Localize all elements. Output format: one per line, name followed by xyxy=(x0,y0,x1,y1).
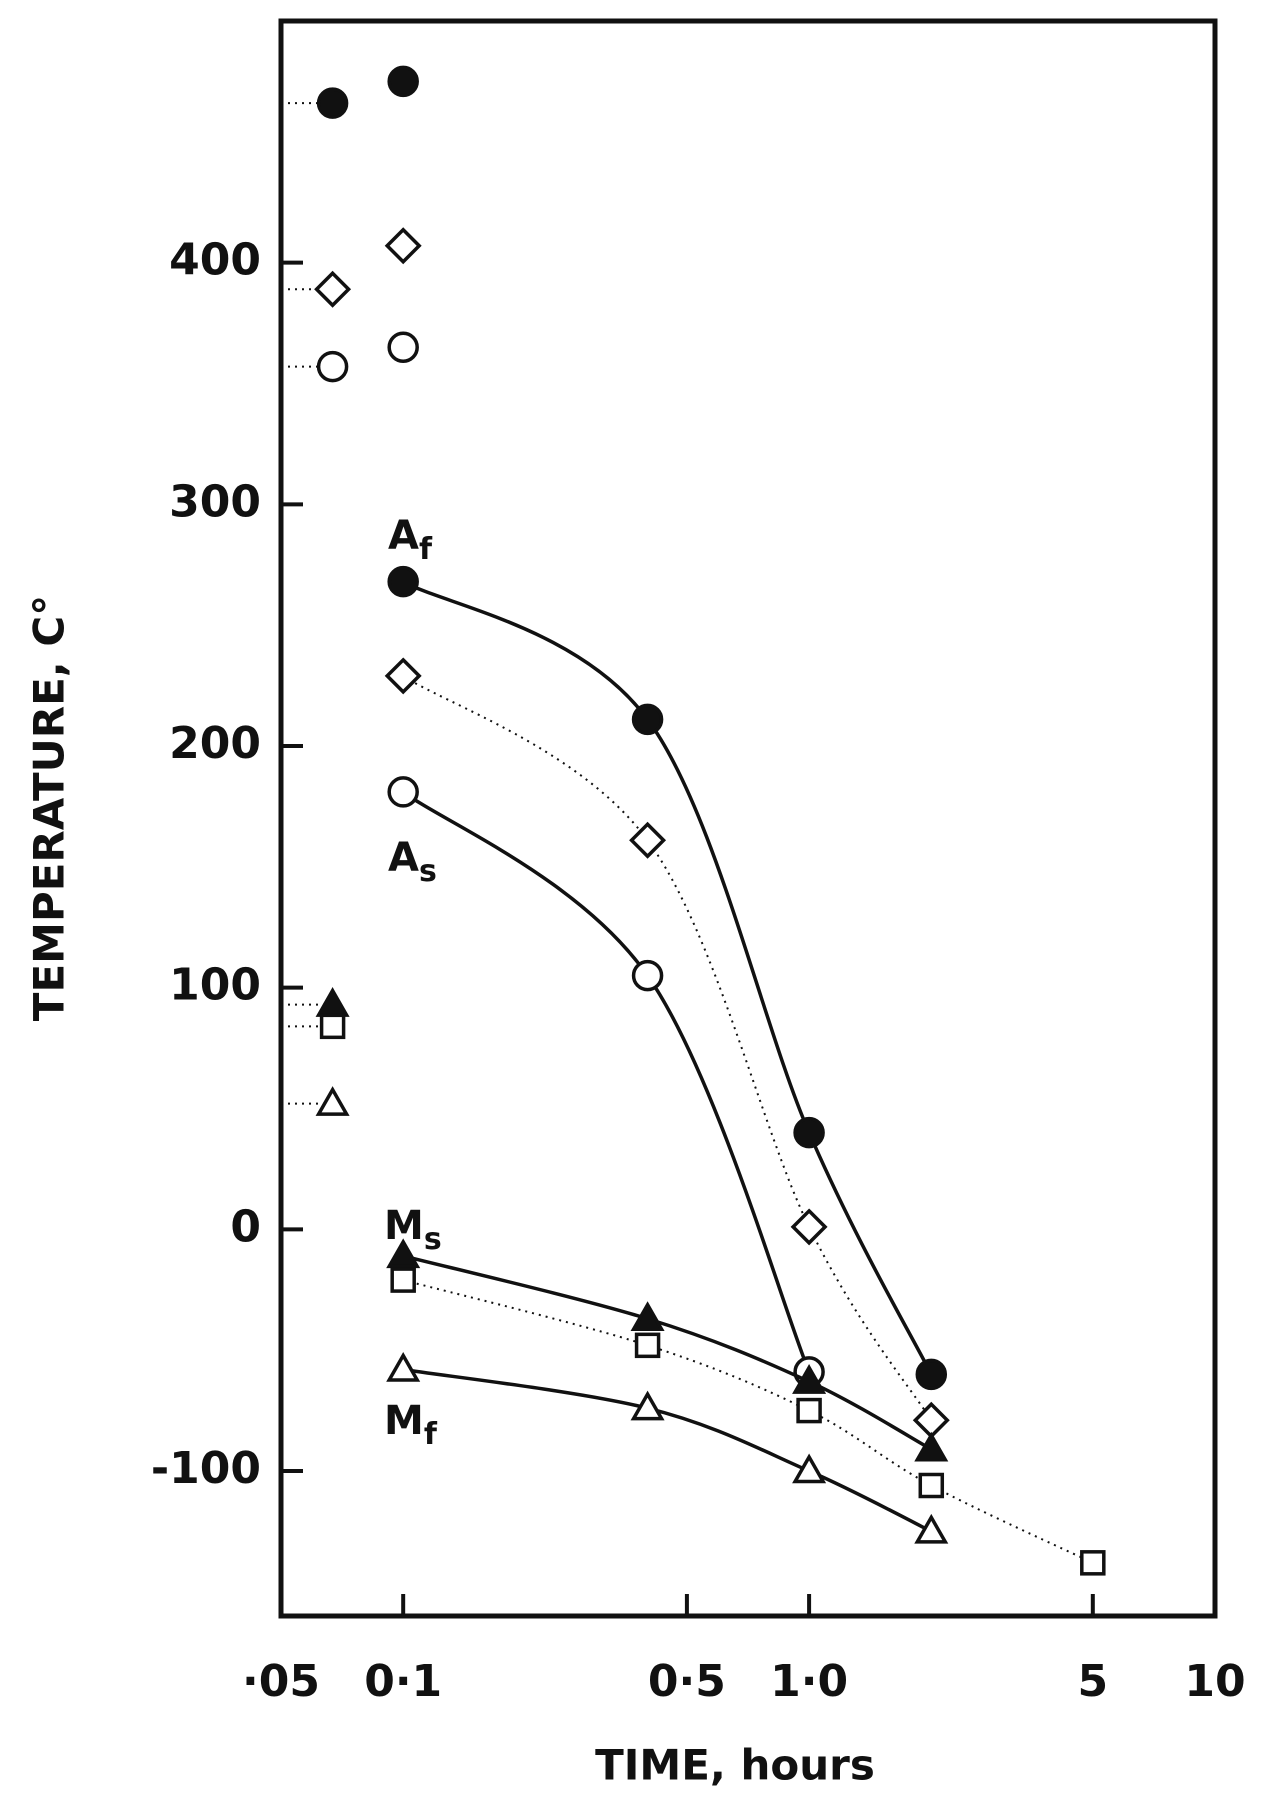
marker xyxy=(634,1332,661,1359)
annotation-text: A xyxy=(388,513,419,559)
annotation-text: M xyxy=(384,1203,424,1249)
y-tick-label: 0 xyxy=(230,1201,261,1252)
marker xyxy=(790,1208,828,1246)
marker xyxy=(387,776,419,808)
annotation: As xyxy=(388,835,437,889)
annotation-subscript: f xyxy=(424,1417,438,1452)
x-tick-label: 1·0 xyxy=(770,1656,848,1707)
marker xyxy=(314,270,352,308)
annotation-text: M xyxy=(384,1398,424,1444)
marker xyxy=(631,959,664,992)
series-line xyxy=(402,675,933,1421)
marker xyxy=(387,331,419,363)
x-tick-label: 5 xyxy=(1077,1656,1108,1707)
marker xyxy=(914,1513,949,1544)
y-axis-title: TEMPERATURE, C° xyxy=(25,595,74,1021)
annotation-subscript: s xyxy=(424,1222,442,1257)
x-tick-label: ·05 xyxy=(242,1656,320,1707)
marker xyxy=(792,1364,827,1394)
marker xyxy=(387,65,419,98)
y-tick-label: 300 xyxy=(169,476,261,527)
marker xyxy=(918,1472,945,1499)
x-tick-label: 10 xyxy=(1184,1656,1245,1707)
marker xyxy=(315,987,350,1017)
annotation: Af xyxy=(388,513,433,567)
y-tick-label: 400 xyxy=(169,235,261,286)
plot-frame xyxy=(278,18,1218,1619)
marker xyxy=(384,227,422,265)
x-tick-label: 0·1 xyxy=(364,1656,442,1707)
marker xyxy=(386,1351,421,1382)
marker xyxy=(315,1086,350,1116)
series-line xyxy=(402,1254,933,1451)
marker xyxy=(316,87,349,119)
marker xyxy=(1080,1550,1106,1576)
marker xyxy=(390,1267,416,1293)
marker xyxy=(796,1397,822,1424)
marker xyxy=(912,1401,950,1439)
annotation-subscript: f xyxy=(419,532,433,567)
annotation: Mf xyxy=(384,1398,438,1452)
marker xyxy=(630,1301,665,1331)
marker xyxy=(631,703,664,736)
series-line xyxy=(402,1279,1094,1564)
marker xyxy=(387,565,419,598)
annotation-subscript: s xyxy=(419,854,437,889)
marker xyxy=(914,1431,949,1462)
marker xyxy=(629,821,667,859)
series-line xyxy=(402,580,933,1376)
y-tick-label: 200 xyxy=(169,718,261,769)
marker xyxy=(793,1116,825,1149)
annotation: Ms xyxy=(384,1203,442,1257)
marker xyxy=(319,1013,346,1040)
series-line xyxy=(402,790,811,1373)
y-tick-label: -100 xyxy=(151,1443,261,1494)
marker xyxy=(792,1453,827,1484)
marker xyxy=(630,1390,665,1421)
marker xyxy=(915,1358,948,1391)
marker xyxy=(384,657,422,695)
y-tick-label: 100 xyxy=(169,960,261,1011)
x-tick-label: 0·5 xyxy=(648,1656,726,1707)
marker xyxy=(386,1238,421,1269)
series-line xyxy=(402,1367,933,1533)
x-axis-title: TIME, hours xyxy=(595,1741,875,1790)
annotation-text: A xyxy=(388,835,419,881)
marker xyxy=(316,350,349,383)
